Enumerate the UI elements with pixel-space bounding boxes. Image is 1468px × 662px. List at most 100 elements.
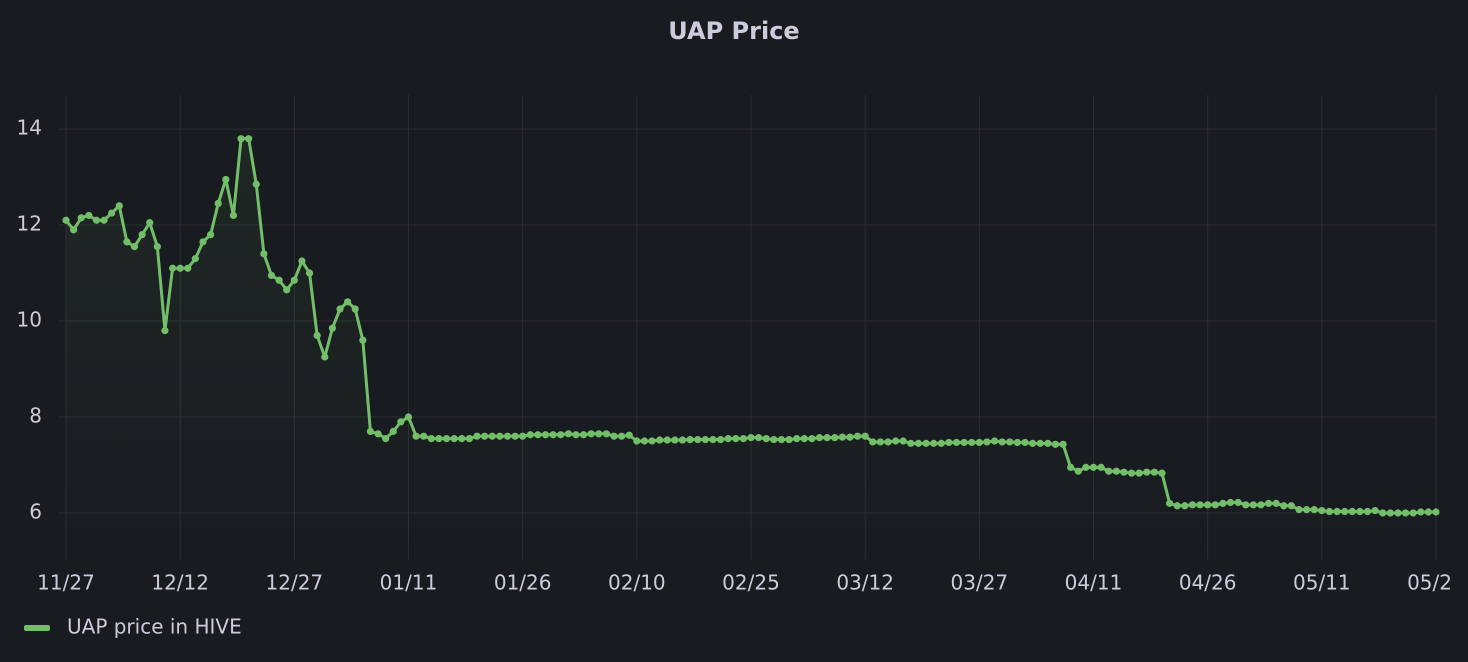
point — [1379, 509, 1387, 517]
point — [1432, 508, 1440, 516]
point — [176, 264, 184, 272]
x-tick-label: 02/10 — [608, 571, 666, 595]
point — [321, 353, 329, 361]
point — [671, 436, 679, 444]
point — [77, 214, 85, 222]
point — [1112, 467, 1120, 475]
legend-swatch — [24, 625, 50, 631]
chart-title: UAP Price — [668, 17, 799, 45]
point — [1143, 468, 1151, 476]
point — [755, 434, 763, 442]
point — [1196, 501, 1204, 509]
point — [351, 305, 359, 313]
point — [184, 264, 192, 272]
point — [214, 199, 222, 208]
point — [1006, 438, 1014, 446]
point — [473, 432, 481, 440]
point — [275, 276, 283, 284]
point — [260, 250, 268, 258]
point — [1059, 440, 1067, 448]
point — [1318, 506, 1326, 515]
x-tick-label: 04/11 — [1065, 571, 1123, 595]
point — [123, 238, 131, 246]
x-tick-label: 02/25 — [722, 571, 780, 595]
point — [458, 434, 466, 443]
point — [138, 231, 146, 239]
point — [1295, 506, 1303, 514]
point — [1204, 501, 1212, 509]
point — [1067, 463, 1075, 471]
point — [1417, 508, 1425, 516]
point — [1021, 438, 1029, 447]
point — [1044, 439, 1052, 447]
point — [686, 435, 694, 444]
point — [701, 435, 709, 444]
point — [960, 438, 968, 447]
point — [374, 430, 382, 438]
point — [983, 438, 991, 446]
point — [610, 432, 618, 440]
x-tick-label: 03/27 — [951, 571, 1009, 595]
point — [1219, 499, 1227, 507]
point — [488, 432, 496, 440]
point — [359, 336, 367, 344]
point — [602, 430, 610, 438]
point — [397, 418, 405, 426]
point — [283, 286, 291, 294]
point — [678, 436, 687, 444]
y-tick-label: 8 — [29, 403, 42, 427]
point — [1348, 507, 1356, 516]
point — [146, 219, 154, 227]
point — [579, 431, 588, 439]
point — [191, 255, 199, 263]
point — [1226, 498, 1235, 507]
point — [907, 439, 915, 447]
point — [85, 211, 93, 220]
x-tick-label: 12/12 — [151, 571, 209, 595]
point — [168, 264, 177, 272]
point — [1074, 467, 1082, 475]
point — [1029, 439, 1037, 447]
legend-label: UAP price in HIVE — [67, 615, 242, 639]
point — [1158, 469, 1166, 477]
x-tick-label: 05/11 — [1293, 571, 1351, 595]
point — [572, 431, 580, 439]
point — [481, 432, 489, 440]
point — [777, 435, 786, 444]
point — [298, 257, 306, 265]
point — [1310, 506, 1318, 514]
point — [1234, 498, 1242, 507]
point — [937, 439, 945, 447]
point — [541, 431, 550, 439]
point — [534, 431, 542, 439]
point — [503, 432, 512, 440]
area-fill — [66, 138, 1436, 560]
point — [823, 434, 831, 442]
point — [739, 434, 747, 443]
point — [252, 180, 260, 188]
x-tick-label: 04/26 — [1179, 571, 1237, 595]
point — [1173, 502, 1181, 510]
point — [62, 216, 70, 224]
point — [1356, 507, 1364, 516]
point — [1333, 507, 1341, 516]
point — [153, 243, 161, 251]
point — [1409, 509, 1417, 517]
point — [115, 202, 123, 210]
point — [914, 439, 923, 447]
point — [92, 216, 101, 224]
point — [724, 434, 732, 443]
point — [161, 327, 169, 335]
point — [945, 438, 953, 447]
point — [694, 435, 702, 444]
point — [328, 324, 336, 332]
point — [762, 434, 770, 443]
point — [922, 439, 930, 447]
point — [1135, 469, 1143, 477]
x-tick-label: 03/12 — [836, 571, 894, 595]
point — [366, 427, 375, 435]
point — [1120, 468, 1128, 476]
point — [382, 434, 390, 443]
point — [1249, 501, 1257, 509]
